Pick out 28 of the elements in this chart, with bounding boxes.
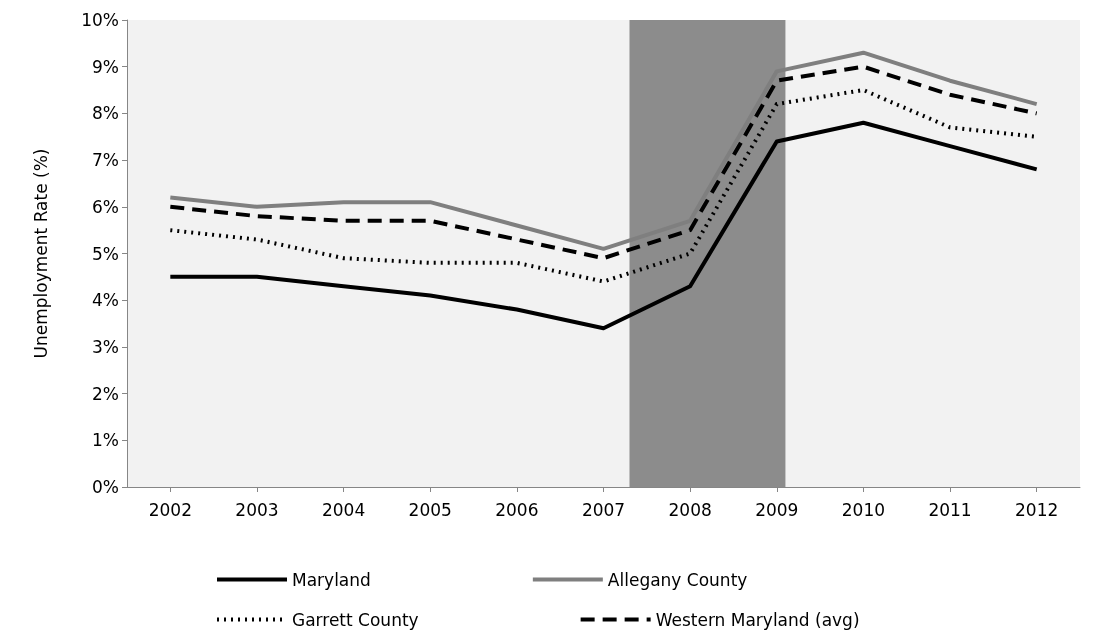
y-axis-title: Unemployment Rate (%)	[30, 148, 51, 359]
x-tick-label: 2010	[841, 499, 886, 520]
x-tick-label: 2003	[235, 499, 279, 520]
y-tick-label: 0%	[92, 477, 119, 497]
y-tick-label: 2%	[92, 383, 119, 404]
y-tick-label: 7%	[92, 150, 119, 171]
y-tick-label: 6%	[92, 196, 119, 217]
x-tick-label: 2006	[495, 499, 539, 520]
legend-label: Maryland	[292, 569, 371, 590]
legend-label: Allegany County	[607, 569, 748, 590]
legend-label: Garrett County	[292, 609, 419, 630]
x-tick-label: 2007	[581, 499, 626, 520]
line-series	[168, 120, 1039, 331]
y-tick-label: 5%	[92, 243, 119, 264]
x-tick-label: 2011	[928, 499, 972, 520]
y-tick-label: 3%	[92, 336, 119, 357]
x-tick-label: 2008	[668, 499, 712, 520]
x-tick-label: 2002	[148, 499, 192, 520]
legend-label: Western Maryland (avg)	[655, 609, 860, 630]
x-tick-label: 2009	[755, 499, 799, 520]
x-tick-label: 2005	[408, 499, 452, 520]
y-tick-label: 1%	[92, 430, 119, 451]
y-tick-label: 4%	[92, 290, 119, 311]
x-tick-label: 2012	[1015, 499, 1059, 520]
y-tick-label: 9%	[92, 56, 119, 77]
y-tick-label: 8%	[92, 103, 119, 124]
y-tick-label: 10%	[81, 10, 119, 30]
x-tick-label: 2004	[321, 499, 366, 520]
